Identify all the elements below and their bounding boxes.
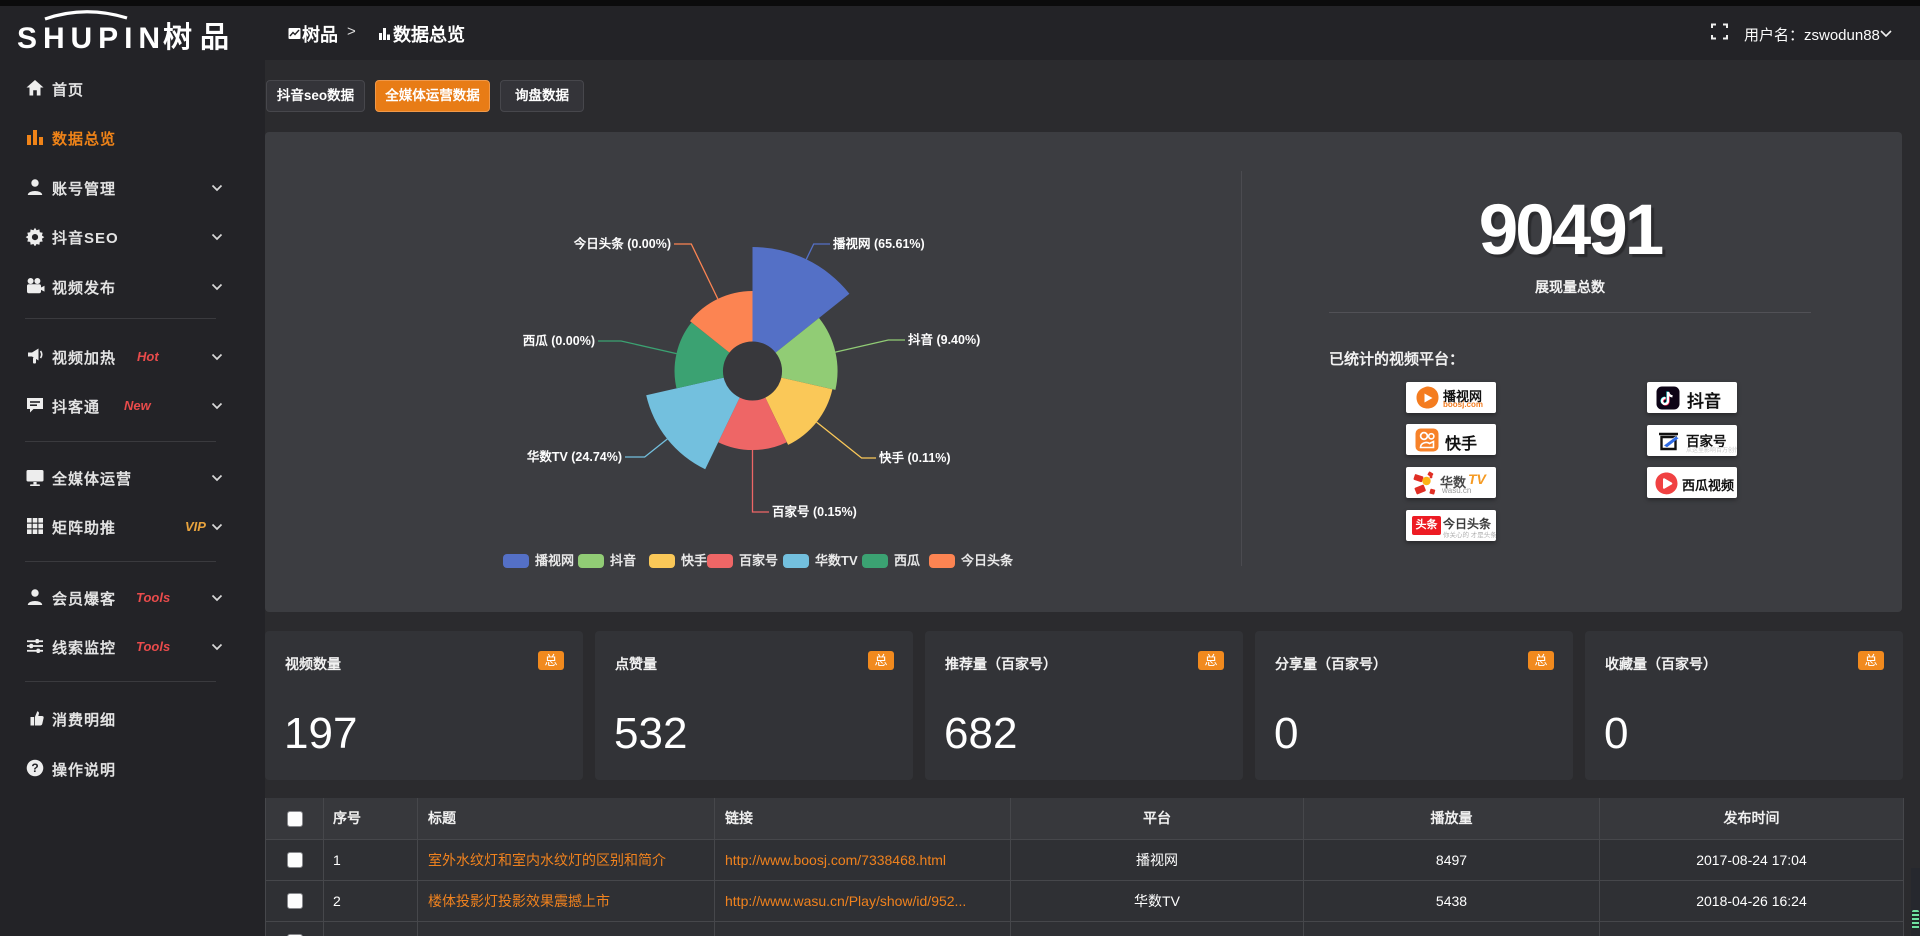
svg-text:?: ? — [31, 761, 38, 775]
